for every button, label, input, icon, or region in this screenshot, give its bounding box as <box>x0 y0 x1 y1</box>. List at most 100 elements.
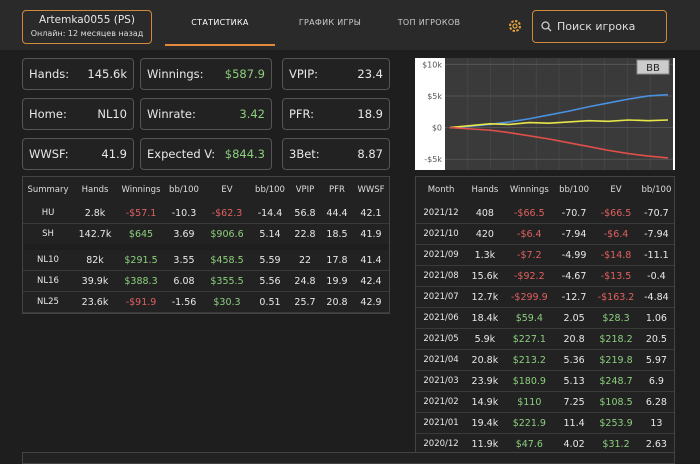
profile-status: Онлайн: 12 месяцев назад <box>30 29 144 38</box>
table-cell: -$57.1 <box>117 203 165 224</box>
column-header: Month <box>427 185 455 195</box>
y-tick-label: -$5k <box>424 155 442 164</box>
table-cell: 6.9 <box>638 370 674 392</box>
table-cell: 2021/10 <box>416 223 467 245</box>
search-box[interactable]: Поиск игрока <box>532 10 667 43</box>
summary-table: Summary Hands Winnings bb/100 EV bb/100 VPIP PF… <box>22 176 390 314</box>
table-cell: 2021/12 <box>416 203 467 224</box>
stat-label: Winnings: <box>147 67 204 81</box>
column-header: EV <box>221 185 233 195</box>
table-cell: -14.4 <box>251 203 289 224</box>
table-row: 2021/12 408 -$66.5 -70.7 -$66.5 -70.7 <box>416 203 674 224</box>
table-row: NL25 23.6k -$91.9 -1.56 $30.3 0.51 25.7 20.8 42.… <box>23 291 389 313</box>
search-placeholder: Поиск игрока <box>557 20 636 33</box>
table-cell: 20.8 <box>321 291 353 313</box>
profile-card[interactable]: Artemka0055 (PS) Онлайн: 12 месяцев наза… <box>22 10 152 44</box>
stat-label: Winrate: <box>147 107 196 121</box>
table-cell: 0.51 <box>251 291 289 313</box>
table-cell: 41.9 <box>353 223 389 248</box>
table-cell: 2021/02 <box>416 391 467 413</box>
profit-chart: $10k $5k $0 -$5k BB <box>415 58 675 170</box>
table-row: SH 142.7k $645 3.69 $906.6 5.14 22.8 18.5 41.9 <box>23 223 389 248</box>
settings-icon[interactable] <box>507 18 523 34</box>
table-cell: -$163.2 <box>593 286 639 308</box>
header-row: Month Hands Winnings bb/100 EV bb/100 <box>416 177 674 203</box>
profile-name: Artemka0055 (PS) <box>39 14 135 26</box>
table-cell: $218.2 <box>593 328 639 350</box>
stat-label: Expected V: <box>147 147 216 161</box>
table-cell: 44.4 <box>321 203 353 224</box>
table-cell: -$66.5 <box>503 203 555 224</box>
table-row: NL16 39.9k $388.3 6.08 $355.5 5.56 24.8 19.9 42.… <box>23 270 389 292</box>
stat-box: Expected V: $844.3 <box>140 138 272 170</box>
table-row: 2021/02 14.9k $110 7.25 $108.5 6.28 <box>416 391 674 413</box>
table-cell: 19.4k <box>466 412 504 434</box>
stat-value: 145.6k <box>87 67 127 81</box>
table-cell: 2021/01 <box>416 412 467 434</box>
table-cell: -1.56 <box>165 291 203 313</box>
corner-label: BB <box>646 63 660 74</box>
table-row: 2021/10 420 -$6.4 -7.94 -$6.4 -7.94 <box>416 223 674 245</box>
stat-value: 3.42 <box>239 107 265 121</box>
table-cell: 11.4 <box>554 412 594 434</box>
table-cell: 24.8 <box>289 270 321 292</box>
table-row: NL10 82k $291.5 3.55 $458.5 5.59 22 17.8 41.4 <box>23 247 389 271</box>
table-cell: -7.94 <box>638 223 674 245</box>
table-cell: -4.84 <box>638 286 674 308</box>
table-cell: 1.3k <box>466 244 504 266</box>
table-cell: -7.94 <box>554 223 594 245</box>
stat-box: Winnings: $587.9 <box>140 58 272 90</box>
table-cell: 20.8k <box>466 349 504 371</box>
column-header: bb/100 <box>641 185 672 195</box>
table-cell: -70.7 <box>554 203 594 224</box>
table-cell: 17.8 <box>321 247 353 271</box>
line-series <box>449 126 669 159</box>
table-row: HU 2.8k -$57.1 -10.3 -$62.3 -14.4 56.8 44.4 42.1 <box>23 203 389 224</box>
month-table: Month Hands Winnings bb/100 EV bb/100 2021/12 4… <box>415 176 675 456</box>
table-row: 2021/07 12.7k -$299.9 -12.7 -$163.2 -4.84 <box>416 286 674 308</box>
table-cell: $110 <box>503 391 555 413</box>
table-cell: 2021/07 <box>416 286 467 308</box>
table-cell: -$92.2 <box>503 265 555 287</box>
table-cell: 22.8 <box>289 223 321 248</box>
tab[interactable]: ГРАФИК ИГРЫ <box>298 18 362 27</box>
table-row: 2020/12 11.9k $47.6 4.02 $31.2 2.63 <box>416 433 674 455</box>
table-cell: -$6.4 <box>503 223 555 245</box>
stat-label: Home: <box>29 107 67 121</box>
header-row: Summary Hands Winnings bb/100 EV bb/100 VPIP PF… <box>23 177 389 203</box>
column-header: WWSF <box>357 185 385 195</box>
table-cell: $458.5 <box>203 247 251 271</box>
table-cell: 2021/09 <box>416 244 467 266</box>
table-cell: -4.67 <box>554 265 594 287</box>
table-cell: 2021/04 <box>416 349 467 371</box>
table-cell: -$13.5 <box>593 265 639 287</box>
table-cell: -$6.4 <box>593 223 639 245</box>
line-series <box>449 119 669 129</box>
table-cell: 5.59 <box>251 247 289 271</box>
table-cell: HU <box>23 203 73 224</box>
table-cell: -$66.5 <box>593 203 639 224</box>
corner-label-bg <box>636 59 670 75</box>
stat-box: WWSF: 41.9 <box>22 138 134 170</box>
table-cell: 20.8 <box>554 328 594 350</box>
table-cell: 420 <box>466 223 504 245</box>
table-cell: 22 <box>289 247 321 271</box>
active-tab-underline <box>165 44 275 46</box>
column-header: PFR <box>329 185 345 195</box>
column-header: bb/100 <box>255 185 285 195</box>
table-cell: SH <box>23 223 73 248</box>
table-cell: 7.25 <box>554 391 594 413</box>
column-header: Hands <box>471 185 499 195</box>
table-cell: 5.9k <box>466 328 504 350</box>
table-cell: NL10 <box>23 247 73 271</box>
table-cell: 23.9k <box>466 370 504 392</box>
table-cell: $227.1 <box>503 328 555 350</box>
tab[interactable]: ТОП ИГРОКОВ <box>397 18 461 27</box>
tab[interactable]: СТАТИСТИКА <box>191 18 249 27</box>
table-cell: 2021/05 <box>416 328 467 350</box>
table-cell: $291.5 <box>117 247 165 271</box>
table-cell: 25.7 <box>289 291 321 313</box>
table-cell: $180.9 <box>503 370 555 392</box>
table-cell: $108.5 <box>593 391 639 413</box>
